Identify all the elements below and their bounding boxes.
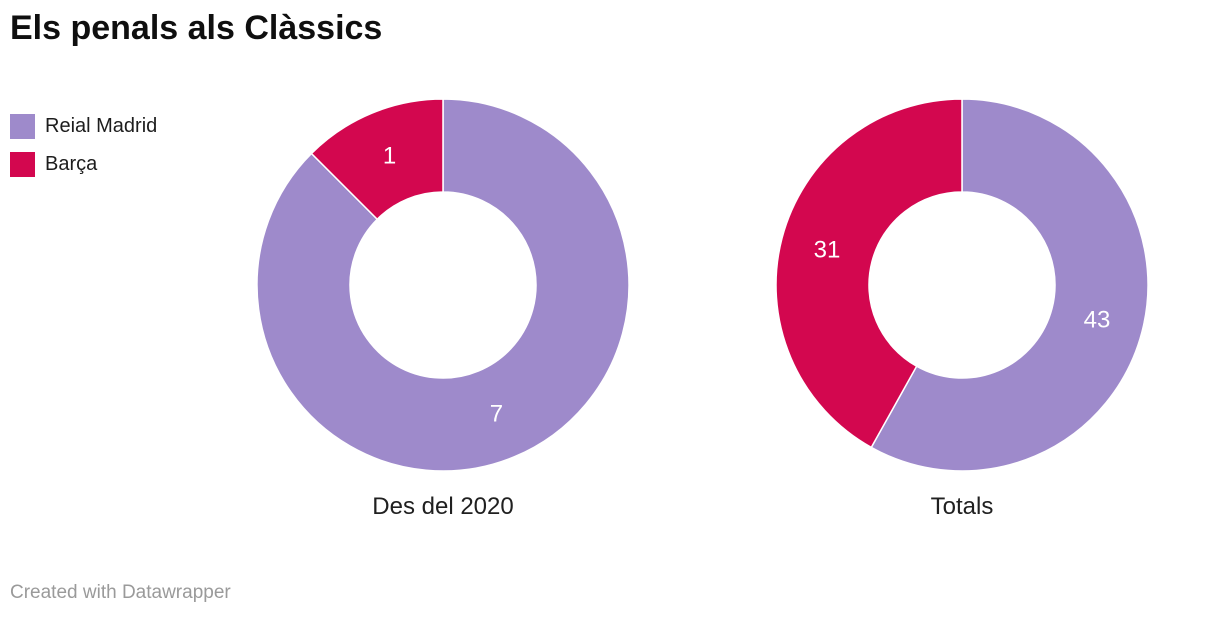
donut-chart-totals: 43 31	[775, 98, 1149, 472]
slice-value-label: 7	[490, 400, 503, 427]
donut-slice-bar-a[interactable]	[310, 98, 444, 220]
legend-item-reial-madrid: Reial Madrid	[10, 114, 157, 139]
donut-slice-reial-madrid[interactable]	[870, 98, 1149, 472]
donut-slice-bar-a[interactable]	[775, 98, 963, 449]
slice-value-label: 1	[383, 143, 396, 170]
legend-item-barca: Barça	[10, 152, 157, 177]
donut-caption-des-del-2020: Des del 2020	[372, 493, 514, 520]
donut-figure-totals: 43 31 Totals	[772, 95, 1152, 521]
slice-value-label: 43	[1084, 307, 1111, 334]
legend-swatch-reial-madrid	[10, 114, 35, 139]
slice-value-label: 31	[814, 236, 841, 263]
legend: Reial Madrid Barça	[10, 114, 157, 177]
donut-slice-reial-madrid[interactable]	[256, 98, 630, 472]
donut-caption-totals: Totals	[930, 493, 994, 520]
legend-label-barca: Barça	[45, 153, 98, 175]
legend-swatch-barca	[10, 152, 35, 177]
datawrapper-attribution-link[interactable]: Created with Datawrapper	[10, 582, 231, 603]
chart-title: Els penals als Clàssics	[10, 9, 383, 47]
legend-label-reial-madrid: Reial Madrid	[45, 115, 158, 137]
donut-chart-des-del-2020: 71	[256, 98, 630, 472]
